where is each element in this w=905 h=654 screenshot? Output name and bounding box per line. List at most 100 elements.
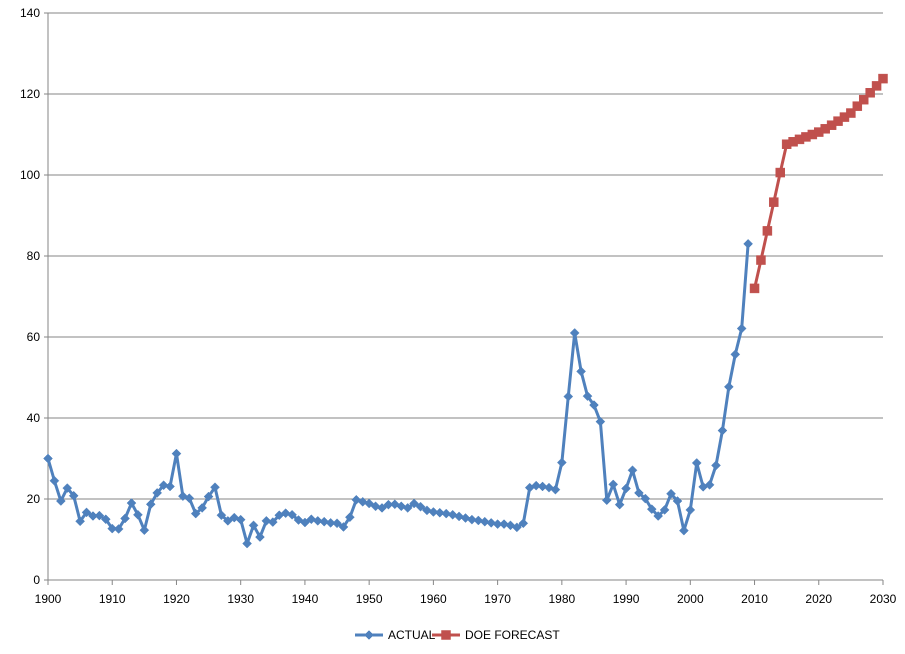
data-point [287,509,297,520]
data-point [589,400,599,410]
y-tick-label: 60 [27,330,41,344]
data-point [865,88,875,98]
data-point [139,525,150,536]
data-point [634,488,644,498]
data-point [165,481,175,492]
data-point [531,480,542,491]
data-point [704,479,715,490]
data-point [749,283,760,294]
data-point [300,517,310,528]
y-tick-label: 80 [27,249,41,263]
data-point [512,522,522,533]
data-point [312,516,323,526]
data-point [730,349,741,360]
data-point [152,488,163,498]
series-actual [43,238,753,549]
data-point [479,516,490,527]
x-tick-label: 1970 [484,592,511,606]
data-point [210,482,220,493]
data-point [409,498,419,509]
data-point [846,108,856,118]
data-point [518,518,529,529]
data-point [858,94,869,105]
data-point [492,519,503,529]
legend-label: DOE FORECAST [465,628,560,642]
data-point [582,391,593,401]
data-point [878,73,888,84]
legend: ACTUAL DOE FORECAST [355,628,560,642]
y-tick-label: 20 [27,492,41,506]
data-point [216,510,227,521]
data-point [158,480,169,491]
data-point [563,391,574,402]
data-point [679,525,689,536]
data-point [62,483,73,493]
data-point [653,511,664,521]
data-point [646,504,657,514]
data-point [345,512,355,523]
y-tick-label: 120 [20,87,40,101]
data-point [691,458,702,468]
data-point [743,238,753,249]
x-tick-label: 1910 [99,592,126,606]
data-point [402,503,413,513]
data-point [184,493,195,504]
data-point [556,457,567,468]
series-doe-forecast [749,73,888,294]
data-point [319,516,330,527]
data-point [197,503,208,513]
x-tick-label: 1940 [292,592,319,606]
x-tick-label: 1990 [613,592,640,606]
data-point [338,522,349,532]
data-point [325,518,336,528]
x-tick-labels: 1900 1910 1920 1930 1940 1950 1960 1970 1980 1990… [35,592,897,606]
data-point [601,495,612,506]
y-tick-labels: 0 20 40 60 80 100 120 140 [20,6,40,587]
data-point [203,491,214,502]
data-point [550,484,561,495]
data-point [666,488,676,499]
data-point [120,513,130,524]
data-point [94,510,105,521]
data-point [145,499,156,510]
data-point [762,226,773,236]
legend-item: ACTUAL [355,628,436,642]
data-point [377,503,387,513]
x-tick-label: 2010 [741,592,768,606]
x-tick-label: 1930 [227,592,254,606]
y-tick-label: 40 [27,411,41,425]
data-point [659,505,670,515]
legend-marker [441,630,451,640]
data-point [126,498,137,508]
data-point [248,520,259,531]
data-point [608,479,619,490]
x-tick-label: 2000 [677,592,704,606]
data-point [736,323,747,334]
data-point [242,538,252,549]
data-point [68,490,79,501]
data-point [756,255,766,265]
x-tick-label: 1920 [163,592,190,606]
x-tick-label: 2020 [805,592,832,606]
data-point [769,197,779,207]
data-point [43,453,53,464]
data-point [133,509,143,520]
data-point [75,516,85,527]
data-point [255,532,265,542]
data-point [852,101,863,111]
data-point [55,496,66,506]
data-point [871,81,882,91]
data-point [685,505,696,515]
y-tick-label: 100 [20,168,40,182]
data-point [672,496,683,506]
data-point [81,507,92,518]
data-point [473,515,484,526]
data-point [441,508,452,519]
data-point [49,475,60,486]
data-point [537,481,548,492]
data-point [595,416,606,427]
y-tick-label: 0 [33,573,40,587]
data-point [499,519,509,529]
legend-marker [364,630,374,640]
